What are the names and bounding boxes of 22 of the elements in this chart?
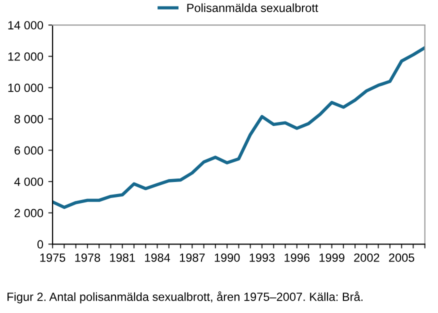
y-tick-label: 0 — [37, 240, 44, 249]
x-tick-label: 1981 — [110, 253, 135, 262]
legend-label: Polisanmälda sexualbrott — [187, 3, 318, 12]
y-tick-label: 8 000 — [14, 114, 44, 124]
x-tick-label: 2002 — [354, 253, 380, 262]
y-tick-label: 12 000 — [8, 52, 44, 61]
x-tick-label: 1978 — [75, 253, 100, 262]
y-tick-label: 4 000 — [14, 178, 44, 186]
x-tick-label: 2005 — [389, 253, 414, 262]
y-tick-label: 10 000 — [8, 84, 44, 92]
x-tick-label: 1999 — [320, 253, 344, 262]
x-tick-label: 1975 — [40, 253, 66, 262]
line-series — [52, 46, 425, 209]
x-tick-label: 1990 — [214, 253, 240, 262]
y-tick-label: 14 000 — [8, 21, 44, 30]
x-tick-label: 1996 — [284, 253, 310, 262]
x-tick-label: 1987 — [180, 253, 205, 262]
x-tick-label: 1993 — [250, 253, 275, 262]
x-tick-label: 1984 — [145, 253, 170, 262]
text: Figur 2. Antal polisanmälda sexualbrott, åren 1975–2007. Källa: Brå. — [8, 291, 363, 304]
y-tick-label: 6 000 — [14, 146, 44, 155]
y-tick-label: 2 000 — [14, 208, 44, 218]
